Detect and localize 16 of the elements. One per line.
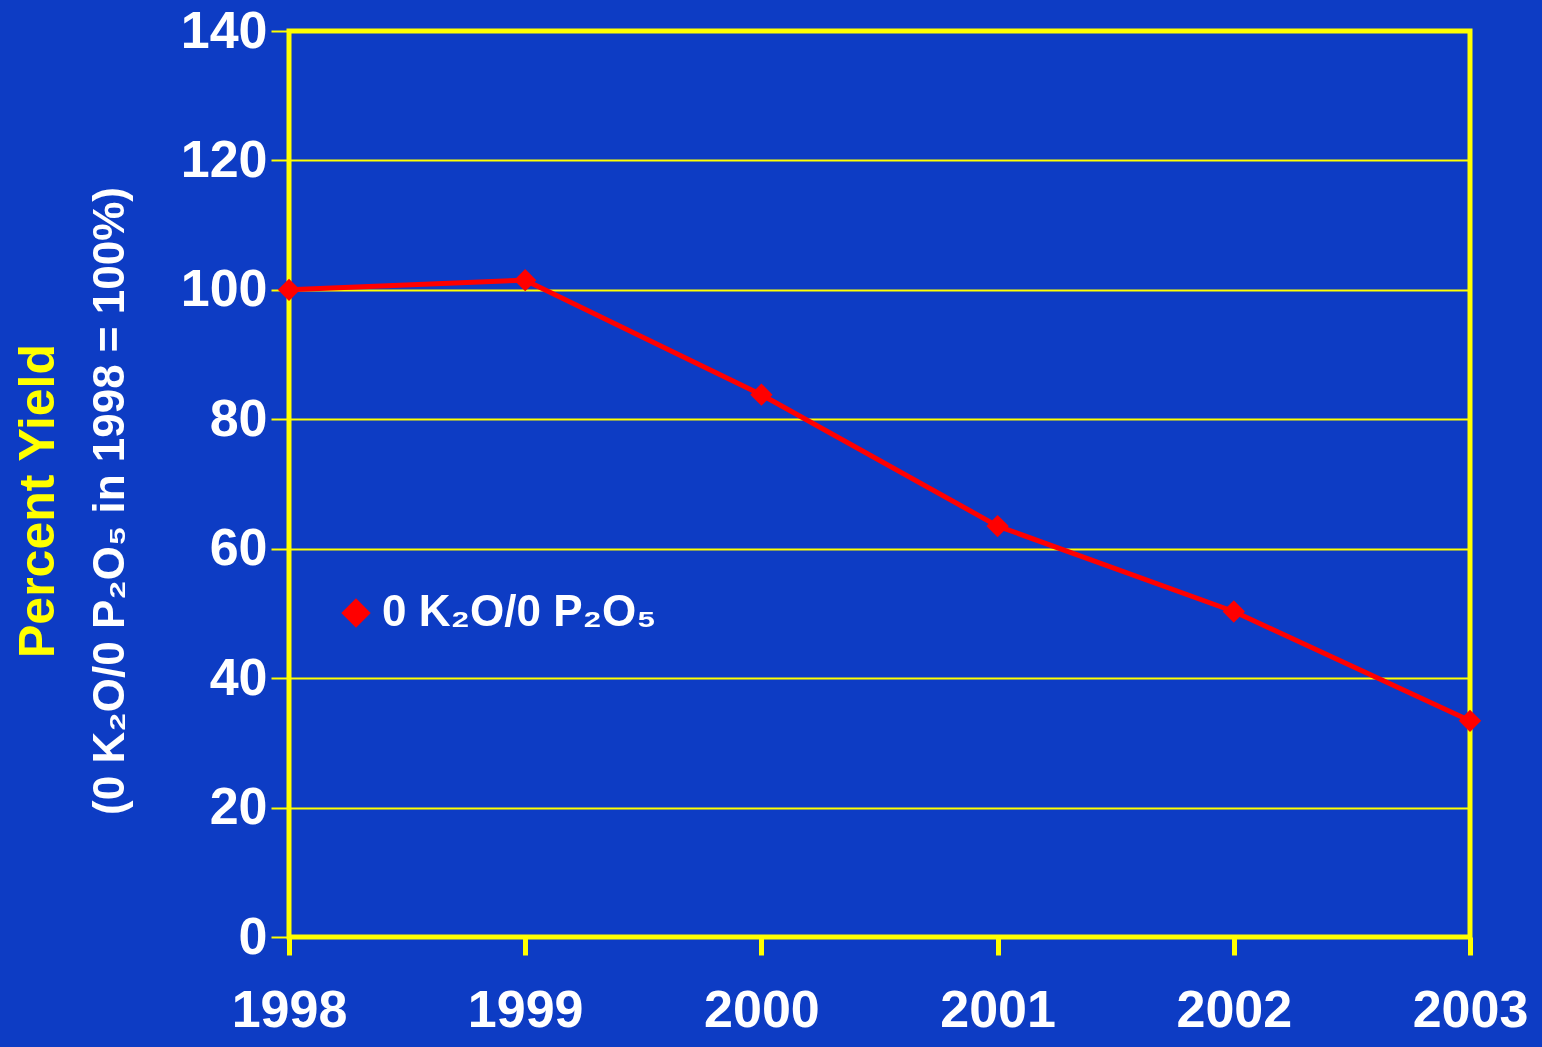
y-tick-label: 20 — [209, 777, 268, 836]
y-tick-label: 140 — [180, 0, 268, 59]
x-tick-label: 2002 — [1176, 979, 1293, 1038]
y-tick-label: 40 — [209, 647, 268, 706]
x-tick-label: 2001 — [940, 979, 1056, 1038]
y-tick-label: 100 — [180, 259, 268, 318]
x-tick-label: 2003 — [1412, 979, 1529, 1038]
x-tick-label: 1999 — [467, 979, 584, 1038]
y-tick-label: 60 — [209, 518, 268, 577]
y-tick-label: 80 — [209, 388, 268, 447]
y-axis-title: Percent Yield (0 K₂O/0 P₂O₅ in 1998 = 100%) — [9, 187, 133, 815]
legend-label: 0 K₂O/0 P₂O₅ — [382, 586, 657, 635]
x-tick-label: 2000 — [704, 979, 820, 1038]
x-tick-label: 1998 — [231, 979, 348, 1038]
y-tick-label: 0 — [238, 906, 268, 965]
y-tick-label: 120 — [180, 129, 268, 188]
